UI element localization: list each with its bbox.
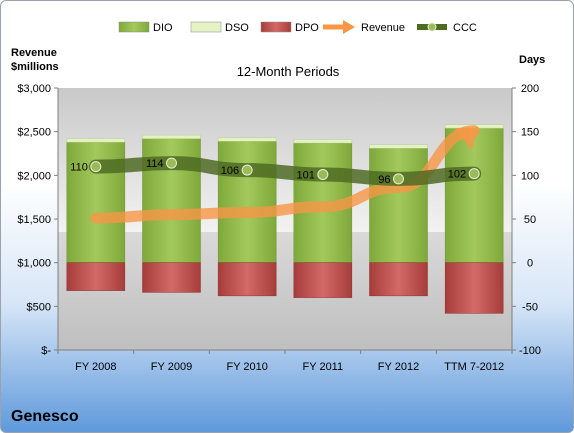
axes-layer: $- $500 $1,000 $1,500 $2,000 $2,500 $3,000 -100…: [17, 83, 541, 373]
dso-bar: [142, 134, 201, 139]
left-tick-label: $-: [41, 345, 51, 357]
company-name: Genesco: [11, 408, 79, 425]
legend-label-ccc: CCC: [453, 22, 477, 34]
revenue-arrowhead: [454, 127, 479, 151]
dpo-bar: [444, 262, 504, 314]
x-tick-label: FY 2009: [151, 361, 192, 373]
right-tick-label: 50: [524, 214, 536, 226]
dpo-bar: [369, 262, 428, 297]
ccc-data-label: 114: [146, 158, 164, 170]
dso-bar: [66, 138, 126, 143]
ccc-marker: [166, 157, 177, 169]
right-tick-label: 100: [521, 170, 539, 182]
x-tick-label: FY 2012: [378, 361, 419, 373]
x-tick-label: FY 2011: [303, 361, 344, 373]
dio-bar: [444, 127, 504, 263]
right-tick-label: -50: [522, 301, 538, 313]
legend-label-dso: DSO: [225, 22, 249, 34]
ccc-marker: [90, 161, 102, 173]
right-tick-label: -100: [519, 345, 541, 357]
left-axis-label-line2: $millions: [11, 61, 59, 73]
dpo-bar: [293, 262, 353, 298]
ccc-marker: [393, 173, 404, 185]
dso-bar: [369, 144, 428, 149]
legend-label-dpo: DPO: [295, 22, 319, 34]
dio-bar: [369, 148, 428, 263]
x-tick-label: FY 2008: [75, 361, 116, 373]
x-tick-label: TTM 7-2012: [444, 361, 504, 373]
right-axis-label: Days: [519, 54, 545, 66]
ccc-data-label: 102: [448, 169, 466, 181]
x-tick-label: FY 2010: [226, 361, 267, 373]
left-tick-label: $500: [27, 301, 51, 313]
ccc-marker: [468, 168, 480, 180]
legend-swatch-dio: [118, 21, 150, 33]
legend: DIO DSO DPO Revenue CCC: [118, 20, 477, 34]
right-tick-label: 150: [521, 127, 539, 139]
legend-label-dio: DIO: [153, 22, 173, 34]
left-axis-label-line1: Revenue: [11, 47, 57, 59]
right-tick-label: 0: [527, 258, 533, 270]
legend-swatch-revenue-arrowhead: [343, 20, 355, 34]
ccc-line: [88, 156, 482, 186]
chart-title: 12-Month Periods: [237, 64, 340, 79]
legend-swatch-ccc-marker: [427, 22, 437, 32]
dio-bar: [217, 141, 277, 263]
dso-bar: [217, 137, 277, 142]
legend-swatch-dso: [190, 21, 222, 33]
dpo-bar: [66, 262, 126, 291]
dpo-bar: [142, 262, 201, 293]
ccc-marker: [317, 168, 329, 180]
legend-swatch-dpo: [260, 21, 292, 33]
left-tick-label: $2,500: [17, 127, 51, 139]
dso-bar: [293, 139, 353, 144]
dpo-bar: [217, 262, 277, 297]
left-tick-label: $1,000: [17, 258, 51, 270]
legend-label-revenue: Revenue: [361, 22, 405, 34]
right-tick-label: 200: [521, 83, 539, 95]
ccc-data-label: 96: [378, 174, 390, 186]
left-tick-label: $1,500: [17, 214, 51, 226]
ccc-layer: 110 114 106 101 96 102: [70, 156, 482, 186]
ccc-marker: [241, 164, 253, 176]
ccc-data-label: 110: [70, 162, 88, 174]
ccc-data-label: 101: [296, 169, 314, 181]
ccc-data-label: 106: [221, 165, 239, 177]
left-tick-label: $2,000: [17, 170, 51, 182]
left-tick-label: $3,000: [17, 83, 51, 95]
